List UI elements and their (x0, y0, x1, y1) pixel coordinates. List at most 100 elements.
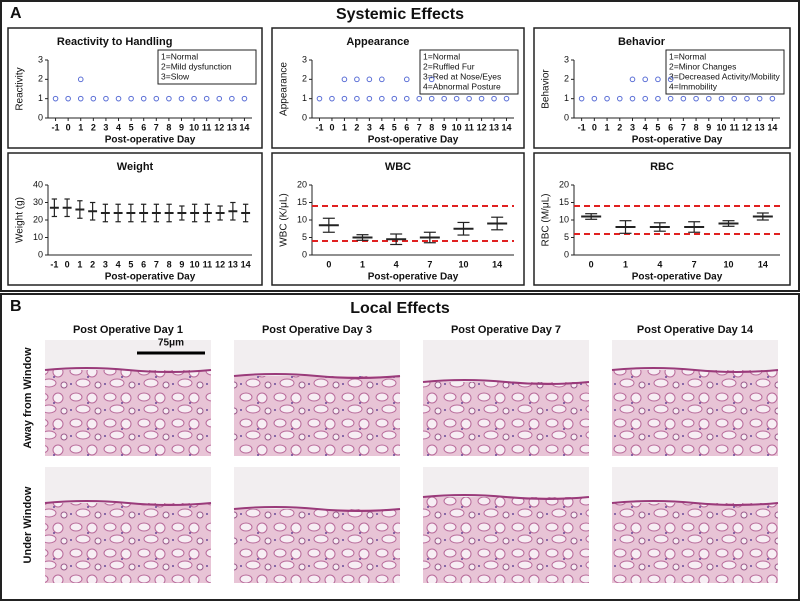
y-axis-label: RBC (M/μL) (541, 194, 552, 247)
x-tick-label: 11 (464, 122, 474, 132)
data-point (52, 95, 59, 102)
x-tick-label: 0 (326, 259, 331, 269)
tissue-edge (44, 500, 212, 506)
data-point (756, 95, 763, 102)
x-tick-label: 13 (755, 122, 765, 132)
x-tick-label: 7 (417, 122, 422, 132)
data-point (103, 95, 109, 102)
y-tick-label: 3 (564, 54, 569, 64)
x-tick-label: 8 (167, 259, 172, 269)
data-point (379, 76, 385, 83)
y-tick-label: 20 (297, 179, 307, 189)
x-tick-label: 1 (623, 259, 628, 269)
data-point (744, 95, 750, 102)
data-point (718, 95, 725, 102)
x-tick-label: 3 (103, 122, 108, 132)
y-axis-label: Behavior (541, 69, 552, 109)
panel-label: A (10, 5, 22, 22)
data-point (203, 95, 210, 102)
y-tick-label: 10 (33, 232, 43, 242)
data-point (178, 95, 185, 102)
y-tick-label: 10 (297, 214, 307, 224)
y-axis-label: Reactivity (15, 67, 26, 110)
data-point (166, 95, 172, 102)
x-tick-label: 2 (617, 122, 622, 132)
x-tick-label: 13 (228, 259, 238, 269)
data-point (140, 95, 147, 102)
y-tick-label: 0 (302, 249, 307, 259)
x-tick-label: 7 (681, 122, 686, 132)
chart-frame (7, 27, 263, 149)
data-point (680, 95, 687, 102)
y-tick-label: 1 (38, 93, 43, 103)
x-tick-label: 10 (452, 122, 462, 132)
x-tick-label: 14 (241, 259, 251, 269)
x-tick-label: 1 (342, 122, 347, 132)
x-tick-label: 11 (202, 122, 212, 132)
data-point (466, 95, 472, 102)
y-tick-label: 0 (564, 249, 569, 259)
x-tick-label: 6 (404, 122, 409, 132)
x-tick-label: 2 (90, 259, 95, 269)
y-tick-label: 30 (33, 197, 43, 207)
chart-frame (7, 152, 263, 286)
x-tick-label: 9 (706, 122, 711, 132)
y-tick-label: 15 (297, 197, 307, 207)
data-point (629, 76, 636, 83)
x-tick-label: 10 (458, 259, 468, 269)
data-point (354, 76, 360, 83)
x-tick-label: 3 (630, 122, 635, 132)
y-tick-label: 0 (38, 112, 43, 122)
y-tick-label: 2 (38, 74, 43, 84)
x-tick-label: 10 (716, 122, 726, 132)
data-point (241, 95, 248, 102)
x-tick-label: 4 (379, 122, 384, 132)
chart-frame (271, 152, 525, 286)
legend-box (419, 49, 519, 95)
column-header: Post Operative Day 7 (451, 324, 561, 336)
x-tick-label: 1 (78, 122, 83, 132)
x-tick-label: 10 (190, 259, 200, 269)
data-point (77, 95, 84, 102)
chart-frame (533, 27, 791, 149)
data-point (642, 95, 649, 102)
data-point (705, 95, 712, 102)
data-point (667, 76, 674, 83)
legend-box (157, 49, 257, 85)
data-point (128, 95, 134, 102)
data-point (329, 95, 335, 102)
data-point (316, 95, 323, 102)
micrograph-tissue (612, 370, 778, 456)
micrograph-tissue (45, 503, 211, 583)
x-tick-label: 4 (394, 259, 399, 269)
y-tick-label: 5 (302, 232, 307, 242)
x-tick-label: 4 (116, 259, 121, 269)
y-tick-label: 3 (38, 54, 43, 64)
charts: Reactivity to Handling0123ReactivityPost… (7, 27, 791, 286)
chart-title: WBC (385, 161, 411, 173)
x-tick-label: 9 (442, 122, 447, 132)
x-tick-label: 7 (692, 259, 697, 269)
y-tick-label: 20 (559, 179, 569, 189)
y-tick-label: 15 (559, 197, 569, 207)
chart-frame (271, 27, 525, 149)
x-tick-label: 8 (694, 122, 699, 132)
x-tick-label: -1 (315, 122, 323, 132)
x-tick-label: -1 (578, 122, 586, 132)
data-point (428, 76, 435, 83)
legend-text: 3=Slow (161, 71, 190, 81)
chart-title: Behavior (618, 36, 666, 48)
data-point (769, 95, 776, 102)
data-point (77, 76, 84, 83)
legend-text: 4=Abnormal Posture (423, 81, 501, 91)
x-tick-label: 7 (427, 259, 432, 269)
tissue-edge (422, 379, 590, 385)
y-tick-label: 1 (302, 93, 307, 103)
chart-title: Reactivity to Handling (57, 36, 173, 48)
micrograph-tissue (234, 376, 400, 456)
panel-title: Local Effects (350, 300, 450, 317)
data-point (229, 95, 235, 102)
data-point (391, 95, 398, 102)
x-tick-label: 8 (166, 122, 171, 132)
x-tick-label: 14 (239, 122, 249, 132)
